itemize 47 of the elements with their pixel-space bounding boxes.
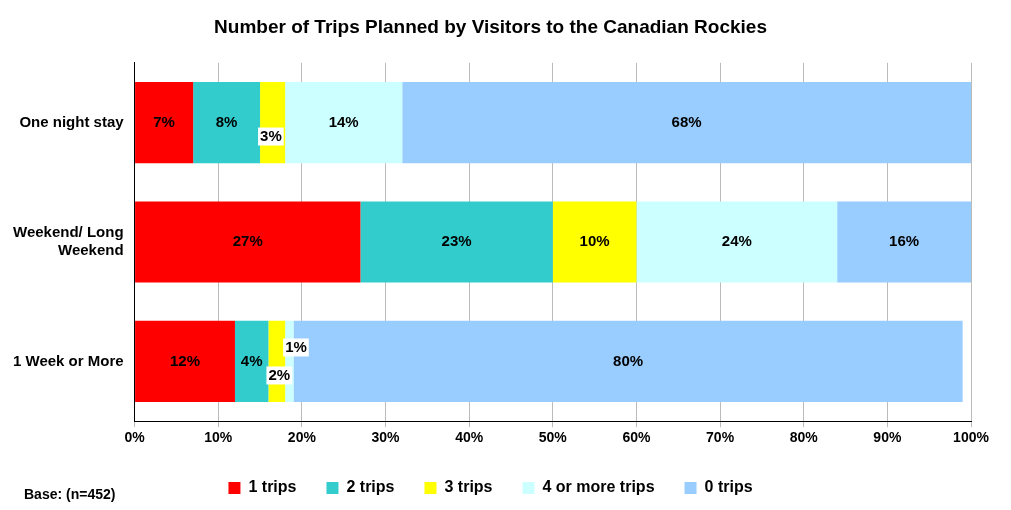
bar: [285, 81, 403, 164]
x-tick-label: 50%: [538, 429, 568, 446]
data-label: 68%: [671, 112, 702, 130]
bar: [234, 320, 269, 403]
bar: [636, 201, 838, 283]
bar: [360, 201, 553, 283]
text: Base: (n=452): [24, 486, 116, 502]
data-label: 24%: [721, 232, 752, 250]
x-tick-label: 10%: [204, 429, 233, 446]
data-label: 4%: [240, 351, 263, 369]
bar: [135, 320, 235, 403]
x-tick-label: 60%: [622, 429, 651, 446]
data-label: 8%: [215, 112, 238, 130]
chart-title: Number of Trips Planned by Visitors to the Canadian Rockies: [214, 15, 767, 37]
data-label: 12%: [170, 351, 201, 369]
bar: [837, 201, 971, 283]
x-tick-label: 100%: [953, 429, 990, 446]
data-label: 27%: [232, 232, 263, 250]
legend-label: 1 trips: [248, 478, 297, 496]
legend-label: 2 trips: [346, 478, 395, 496]
bar: [193, 81, 261, 164]
data-label: 80%: [613, 351, 644, 369]
data-label: 10%: [579, 232, 610, 250]
legend-label: 3 trips: [444, 478, 493, 496]
data-label: 2%: [268, 365, 291, 383]
x-tick-label: 20%: [287, 429, 317, 446]
y-tick-label: Weekend/ Long Weekend: [13, 223, 124, 259]
x-tick-label: 70%: [706, 429, 735, 446]
x-tick-label: 80%: [789, 429, 819, 446]
x-tick-label: 30%: [371, 429, 401, 446]
y-tick-label: One night stay: [19, 112, 125, 130]
y-tick-label: 1 Week or More: [12, 351, 124, 369]
data-label: 7%: [153, 112, 175, 130]
bar: [552, 201, 637, 283]
data-label: 23%: [441, 232, 472, 250]
data-label: 16%: [889, 232, 920, 250]
bar: [135, 81, 194, 164]
legend-label: 4 or more trips: [542, 478, 655, 496]
x-tick-label: 0%: [124, 429, 146, 446]
bar: [402, 81, 971, 164]
data-label: 14%: [328, 112, 359, 130]
legend-label: 0 trips: [704, 478, 753, 496]
data-label: 3%: [260, 126, 282, 144]
bar: [135, 201, 361, 283]
data-label: 1%: [285, 337, 307, 355]
x-tick-label: 40%: [455, 429, 484, 446]
x-tick-label: 90%: [873, 429, 902, 446]
